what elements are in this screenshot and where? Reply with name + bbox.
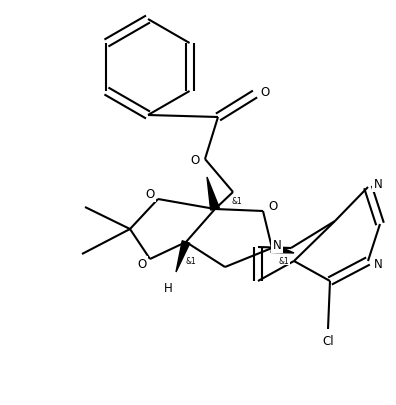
- Polygon shape: [176, 241, 190, 272]
- Text: H: H: [164, 281, 172, 294]
- Text: &1: &1: [279, 256, 289, 265]
- Text: N: N: [272, 239, 282, 252]
- Polygon shape: [207, 177, 219, 211]
- Text: &1: &1: [232, 197, 242, 206]
- Text: O: O: [268, 200, 278, 213]
- Text: Cl: Cl: [322, 335, 334, 347]
- Text: N: N: [373, 258, 383, 271]
- Text: O: O: [190, 153, 200, 166]
- Polygon shape: [271, 244, 294, 254]
- Text: O: O: [261, 86, 270, 99]
- Text: O: O: [137, 258, 147, 271]
- Text: N: N: [373, 178, 383, 191]
- Text: &1: &1: [186, 256, 196, 265]
- Text: O: O: [145, 188, 154, 201]
